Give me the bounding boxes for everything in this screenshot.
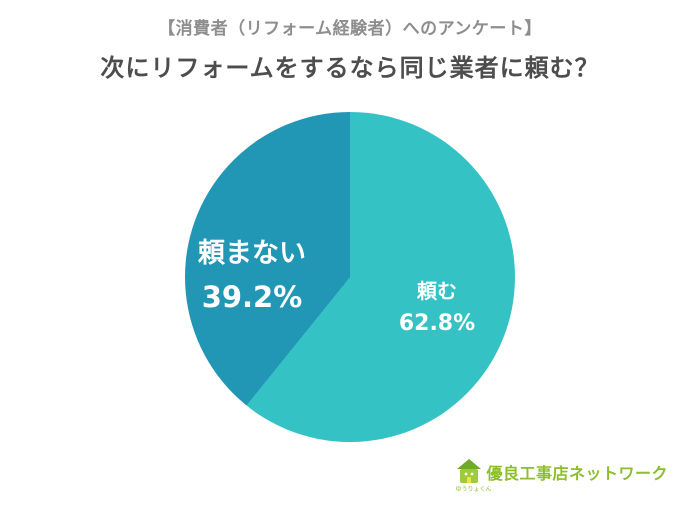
brand-logo-text: 優良工事店ネットワーク — [486, 464, 668, 483]
pie-chart: 頼まない 39.2% 頼む 62.8% — [185, 112, 515, 442]
house-icon: ゆうりょくん — [455, 459, 492, 493]
slice-value-norepeat: 39.2% — [201, 279, 303, 314]
slice-norepeat: 頼まない 39.2% — [198, 237, 306, 315]
logo-mascot-text: ゆうりょくん — [455, 486, 492, 493]
slice-repeat: 頼む 62.8% — [399, 279, 475, 338]
slice-label-norepeat: 頼まない — [198, 238, 306, 269]
slice-label-repeat: 頼む — [416, 278, 457, 303]
survey-context-subtitle: 【消費者（リフォーム経験者）へのアンケート】 — [158, 19, 542, 39]
brand-logo: ゆうりょくん 優良工事店ネットワーク — [455, 459, 668, 493]
page-title: 次にリフォームをするなら同じ業者に頼む？ — [100, 54, 600, 82]
slice-value-repeat: 62.8% — [398, 310, 476, 336]
